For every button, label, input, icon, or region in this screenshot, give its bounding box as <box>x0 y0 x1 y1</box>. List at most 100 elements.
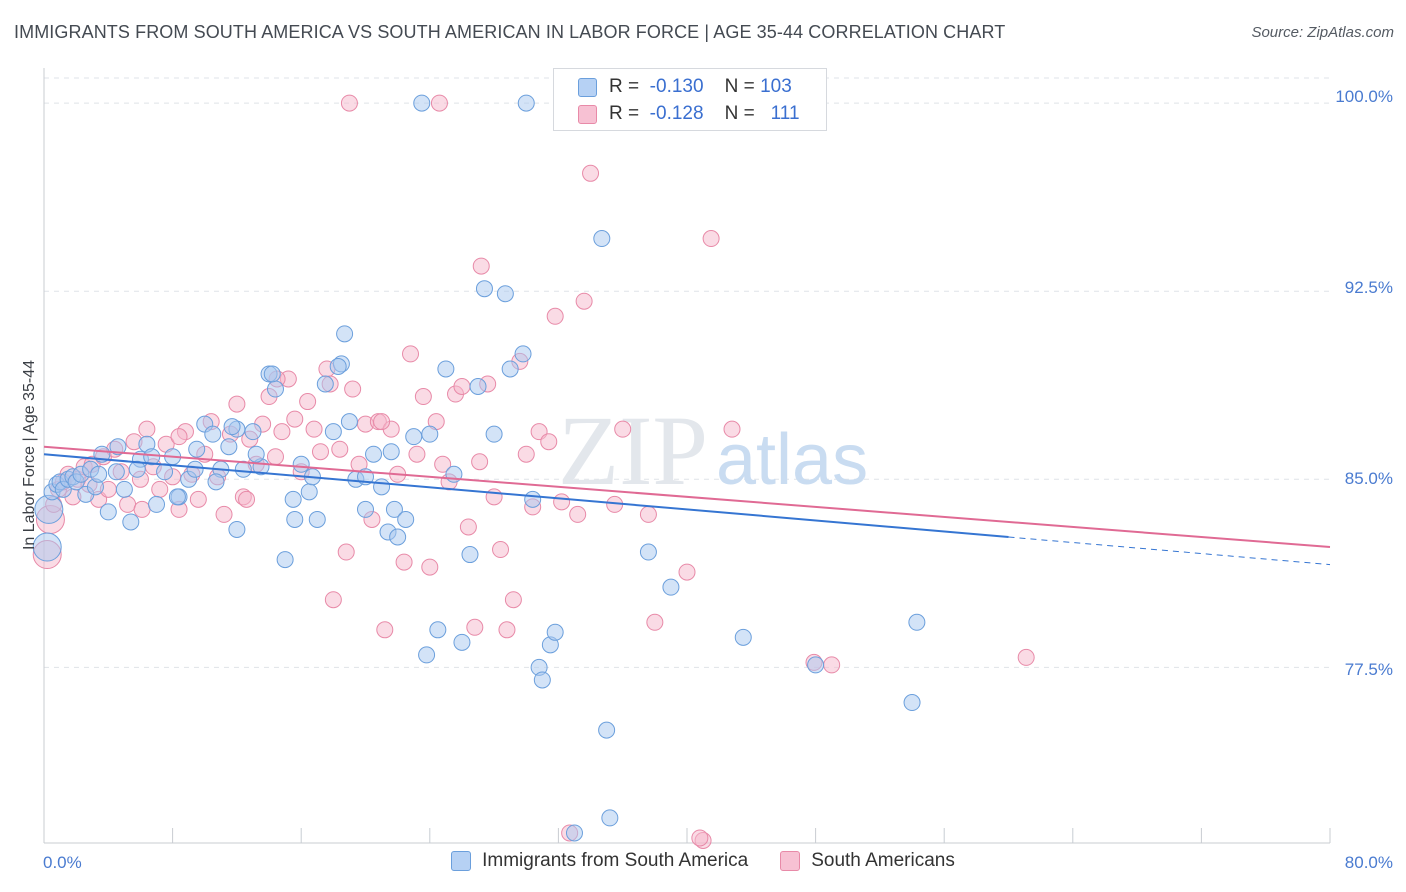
data-point <box>247 445 265 463</box>
data-point <box>311 443 329 461</box>
data-point <box>266 448 284 466</box>
data-point <box>188 440 206 458</box>
data-point <box>459 518 477 536</box>
y-tick-label: 85.0% <box>1344 469 1393 488</box>
legend-swatch-pink <box>780 851 801 871</box>
data-point <box>514 345 532 363</box>
data-point <box>466 618 484 636</box>
data-point <box>324 423 342 441</box>
data-point <box>646 613 664 631</box>
data-point <box>472 257 490 275</box>
data-point <box>331 440 349 458</box>
y-axis-label: In Labor Force | Age 35-44 <box>21 359 38 551</box>
data-point <box>434 455 452 473</box>
data-point <box>273 423 291 441</box>
legend-n-value: 103 <box>760 76 792 97</box>
watermark: ZIP atlas <box>558 395 868 506</box>
data-point <box>156 463 174 481</box>
data-point <box>344 380 362 398</box>
data-point <box>565 824 583 842</box>
data-point <box>517 94 535 112</box>
data-point <box>305 420 323 438</box>
watermark-zip: ZIP <box>558 395 708 506</box>
data-point <box>300 483 318 501</box>
data-point <box>429 621 447 639</box>
data-point <box>286 510 304 528</box>
legend-swatch-blue <box>578 77 597 97</box>
data-point <box>639 505 657 523</box>
legend-n-value: 111 <box>770 103 800 124</box>
data-point <box>662 578 680 596</box>
data-point <box>276 551 294 569</box>
trend-line-blue-extension <box>1008 536 1331 566</box>
legend-r-label: R = <box>609 76 640 97</box>
data-point <box>418 646 436 664</box>
series-south-americans <box>32 94 1035 849</box>
legend-item-immigrants[interactable]: Immigrants from South America <box>451 850 748 872</box>
data-point <box>405 428 423 446</box>
data-point <box>316 375 334 393</box>
legend-r-value: -0.128 <box>649 103 704 124</box>
data-point <box>807 656 825 674</box>
data-point <box>421 425 439 443</box>
data-point <box>1017 648 1035 666</box>
data-point <box>357 500 374 518</box>
legend-row-pink: R = -0.128 N = 111 <box>578 101 800 127</box>
data-point <box>575 292 593 310</box>
data-point <box>168 488 186 506</box>
data-point <box>204 425 222 443</box>
data-point <box>385 500 403 518</box>
legend-r-label: R = <box>609 103 640 124</box>
data-point <box>823 656 841 674</box>
data-point <box>373 478 391 496</box>
trend-line-blue <box>43 453 1009 538</box>
data-point <box>734 628 752 646</box>
data-point <box>903 694 921 712</box>
data-point <box>340 413 358 431</box>
data-point <box>601 809 619 827</box>
data-point <box>389 528 407 546</box>
data-point <box>299 393 317 411</box>
data-point <box>413 94 431 112</box>
x-tick-label-min: 0.0% <box>43 853 82 872</box>
data-point <box>215 505 233 523</box>
data-point <box>207 473 225 491</box>
y-tick-label: 100.0% <box>1335 87 1393 106</box>
data-point <box>228 520 246 538</box>
y-tick-label: 77.5% <box>1344 660 1393 679</box>
y-tick-label: 92.5% <box>1344 278 1393 297</box>
data-point <box>373 413 391 431</box>
data-point <box>408 445 426 463</box>
data-point <box>639 543 657 561</box>
data-point <box>517 445 535 463</box>
data-point <box>186 460 204 478</box>
series-immigrants-south-america <box>32 94 926 842</box>
legend-label: South Americans <box>811 850 955 871</box>
data-point <box>138 420 156 438</box>
data-point <box>133 500 151 518</box>
data-point <box>223 418 241 436</box>
data-point <box>263 365 281 383</box>
data-point <box>582 164 600 182</box>
data-point <box>151 480 169 498</box>
data-point <box>496 285 514 303</box>
legend-label: Immigrants from South America <box>482 850 749 871</box>
series-legend: Immigrants from South America South Amer… <box>0 850 1406 872</box>
data-point <box>469 378 487 396</box>
data-point <box>336 325 354 343</box>
legend-item-south-americans[interactable]: South Americans <box>780 850 955 872</box>
data-point <box>492 541 510 559</box>
data-point <box>220 438 238 456</box>
data-point <box>533 671 551 689</box>
data-point <box>414 388 432 406</box>
data-point <box>99 503 117 521</box>
data-point <box>365 445 383 463</box>
data-point <box>397 510 415 528</box>
data-point <box>107 463 125 481</box>
data-point <box>308 510 326 528</box>
data-point <box>337 543 355 561</box>
data-point <box>189 490 207 508</box>
data-point <box>284 490 302 508</box>
legend-r-value: -0.130 <box>649 76 704 97</box>
data-point <box>119 495 137 513</box>
